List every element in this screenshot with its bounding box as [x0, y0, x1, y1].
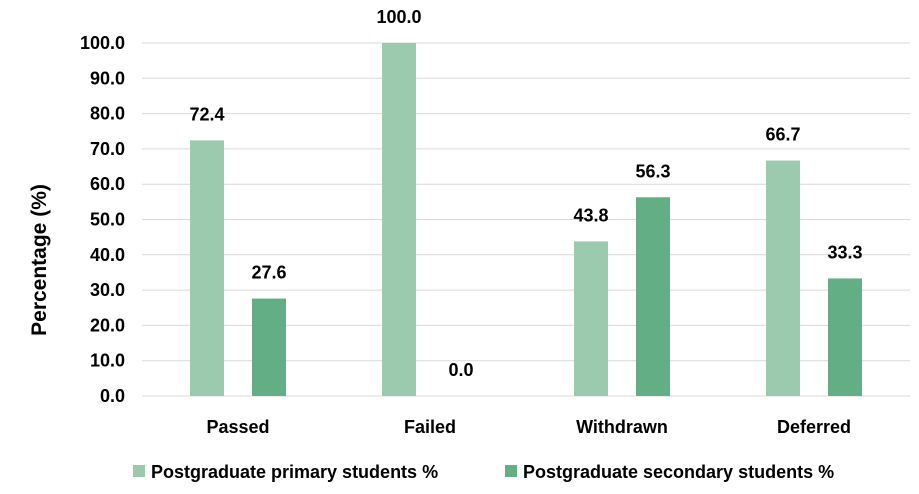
bar-secondary — [636, 197, 670, 396]
legend-swatch — [133, 465, 145, 477]
bar-secondary — [252, 298, 286, 396]
data-label: 66.7 — [765, 125, 800, 145]
legend: Postgraduate primary students % Postgradu… — [133, 462, 834, 482]
x-category-label: Failed — [404, 417, 456, 437]
y-tick-label: 100.0 — [80, 33, 125, 53]
data-label: 43.8 — [573, 205, 608, 225]
data-label: 0.0 — [448, 360, 473, 380]
y-axis-title: Percentage (%) — [28, 184, 51, 336]
data-label: 33.3 — [827, 242, 862, 262]
bar-primary — [190, 140, 224, 396]
legend-label: Postgraduate primary students % — [151, 462, 438, 482]
y-tick-label: 80.0 — [90, 104, 125, 124]
x-category-label: Deferred — [777, 417, 851, 437]
legend-label: Postgraduate secondary students % — [523, 462, 834, 482]
bar-primary — [382, 43, 416, 396]
y-tick-label: 70.0 — [90, 139, 125, 159]
data-label: 72.4 — [189, 104, 224, 124]
y-tick-label: 0.0 — [100, 386, 125, 406]
legend-swatch — [505, 465, 517, 477]
bars — [190, 43, 862, 396]
y-tick-label: 40.0 — [90, 245, 125, 265]
y-tick-label: 60.0 — [90, 174, 125, 194]
bar-secondary — [828, 278, 862, 396]
y-tick-label: 90.0 — [90, 68, 125, 88]
y-tick-label: 20.0 — [90, 315, 125, 335]
y-axis-ticks: 0.0 10.0 20.0 30.0 40.0 50.0 60.0 70.0 80.0 90.0 1… — [80, 33, 125, 406]
y-tick-label: 10.0 — [90, 351, 125, 371]
x-category-label: Withdrawn — [576, 417, 668, 437]
y-tick-label: 50.0 — [90, 210, 125, 230]
y-tick-label: 30.0 — [90, 280, 125, 300]
data-label: 56.3 — [635, 161, 670, 181]
x-axis-categories: Passed Failed Withdrawn Deferred — [206, 417, 851, 437]
data-label: 27.6 — [251, 263, 286, 283]
data-labels: 72.4 27.6 100.0 0.0 43.8 56.3 66.7 33.3 — [189, 7, 862, 380]
bar-primary — [574, 241, 608, 396]
data-label: 100.0 — [376, 7, 421, 27]
bar-primary — [766, 160, 800, 396]
x-category-label: Passed — [206, 417, 269, 437]
